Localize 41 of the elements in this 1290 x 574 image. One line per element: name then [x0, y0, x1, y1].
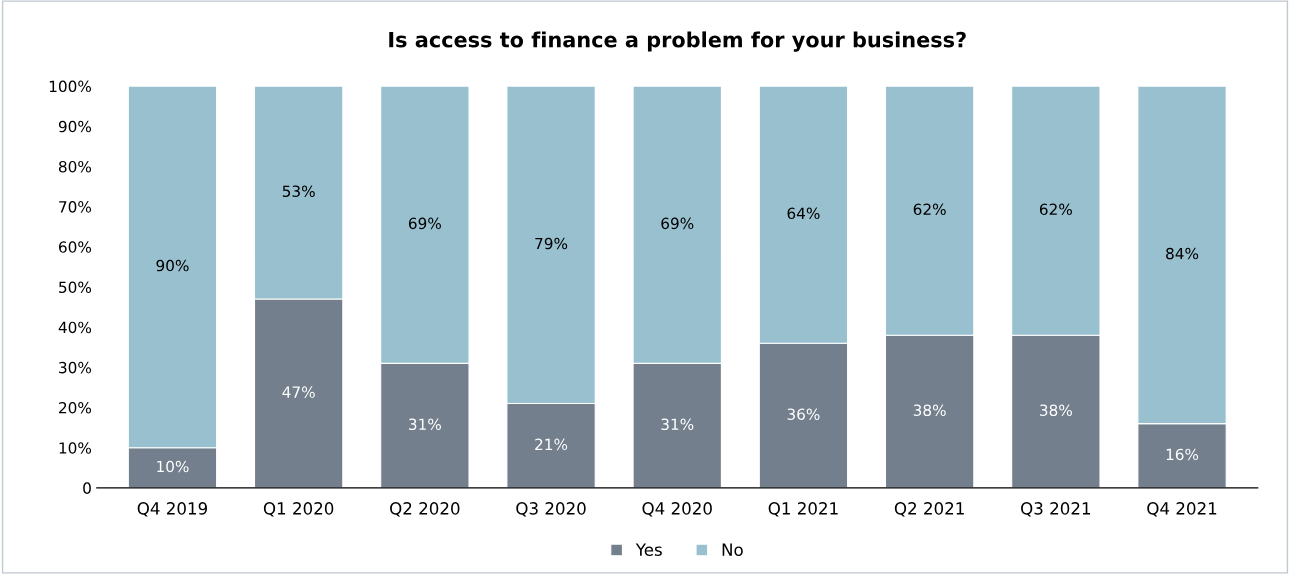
data-label: 62% — [913, 203, 946, 216]
data-label: 38% — [913, 404, 946, 416]
data-label: 21% — [535, 438, 568, 451]
data-label: 47% — [282, 386, 315, 398]
data-label: 31% — [409, 418, 441, 431]
x-tick-label: Q2 2021 — [894, 502, 964, 517]
x-tick-label: Q1 2021 — [768, 502, 838, 517]
x-tick-label: Q3 2021 — [1021, 502, 1091, 517]
x-tick-label: Q1 2020 — [263, 502, 334, 517]
data-label: 36% — [787, 408, 820, 421]
y-tick-label: 0 — [83, 482, 91, 494]
data-label: 84% — [1166, 247, 1199, 260]
data-label: 53% — [282, 185, 315, 198]
data-label: 62% — [1039, 203, 1072, 216]
data-label: 64% — [787, 207, 820, 220]
y-tick-label: 60% — [59, 241, 92, 253]
data-label: 38% — [1040, 404, 1072, 416]
y-tick-label: 80% — [58, 160, 92, 173]
y-tick-label: 90% — [58, 120, 92, 133]
legend-label: No — [722, 543, 743, 556]
x-tick-label: Q3 2020 — [516, 502, 586, 517]
data-label: 16% — [1166, 448, 1199, 461]
x-tick-label: Q2 2020 — [390, 502, 460, 517]
y-tick-label: 100% — [49, 80, 92, 93]
x-tick-label: Q4 2020 — [642, 502, 712, 517]
data-label: 31% — [661, 418, 694, 431]
data-label: 79% — [535, 237, 568, 250]
y-tick-label: 20% — [59, 402, 92, 414]
y-tick-label: 10% — [59, 442, 92, 454]
data-label: 69% — [661, 217, 694, 230]
chart-title: Is access to finance a problem for your business? — [389, 31, 966, 52]
data-label: 10% — [157, 460, 189, 473]
y-tick-label: 40% — [58, 321, 92, 334]
legend-label: Yes — [635, 543, 662, 556]
y-tick-label: 30% — [59, 361, 92, 374]
x-tick-label: Q4 2021 — [1147, 502, 1217, 517]
x-tick-label: Q4 2019 — [137, 502, 208, 517]
y-tick-label: 70% — [59, 201, 92, 213]
y-tick-label: 50% — [59, 281, 92, 294]
data-label: 90% — [156, 259, 189, 272]
data-label: 69% — [408, 217, 441, 230]
